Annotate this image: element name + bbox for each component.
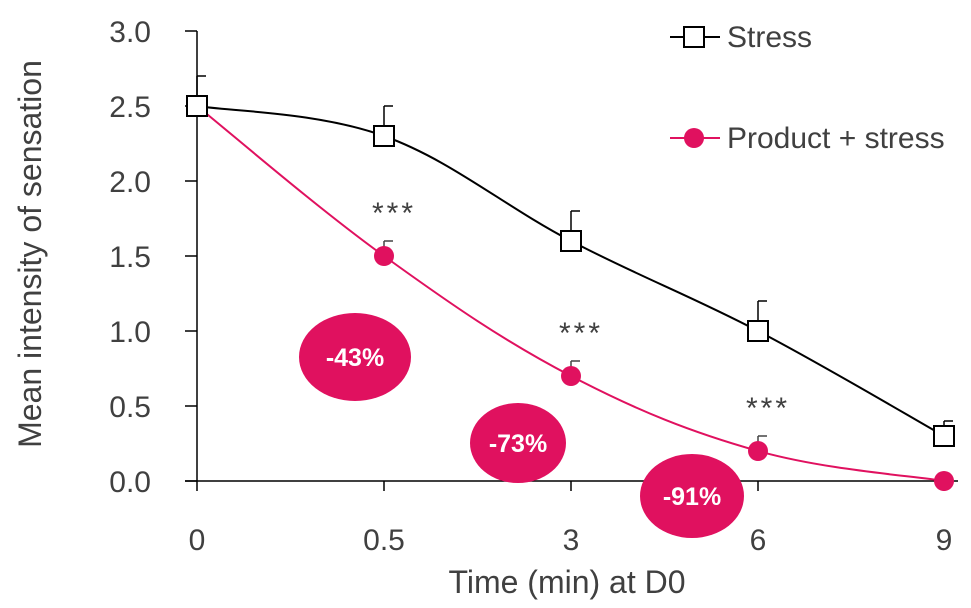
legend-item: Stress (670, 21, 812, 54)
data-point (933, 425, 955, 447)
y-axis-label: Mean intensity of sensation (12, 60, 48, 448)
significance-layer: *** *** *** (372, 197, 790, 425)
series-layer (186, 75, 955, 491)
data-point (748, 441, 768, 461)
data-point (747, 320, 769, 342)
y-tick-label: 0.5 (109, 391, 151, 424)
reduction-badge (299, 313, 411, 401)
series-line (196, 105, 945, 482)
reduction-badge-label: -91% (663, 483, 721, 511)
data-point (560, 230, 582, 252)
data-point (373, 125, 395, 147)
series-line (196, 105, 945, 437)
series-stress (186, 75, 955, 447)
legend-label: Stress (727, 21, 812, 54)
x-tick-label: 9 (936, 524, 953, 557)
legend: Stress Product + stress (670, 21, 945, 155)
reduction-badges: -43% -73% -91% (299, 313, 744, 538)
y-tick-label: 3.0 (109, 16, 151, 49)
data-point (561, 366, 581, 386)
reduction-badge-label: -73% (489, 430, 547, 458)
legend-item: Product + stress (670, 122, 945, 155)
data-point (374, 246, 394, 266)
significance-label: *** (372, 197, 416, 230)
reduction-badge (470, 403, 566, 483)
reduction-badge-label: -43% (326, 344, 384, 372)
series-product-stress (187, 96, 954, 491)
axes: 0.0 0.5 1.0 1.5 2.0 2.5 3.0 0 0.5 3 6 9 (109, 16, 958, 557)
legend-label: Product + stress (727, 122, 945, 155)
x-tick-label: 6 (750, 524, 767, 557)
x-axis-label: Time (min) at D0 (448, 564, 685, 600)
data-point (186, 95, 208, 117)
x-tick-label: 3 (563, 524, 580, 557)
y-tick-label: 0.0 (109, 466, 151, 499)
y-tick-label: 2.0 (109, 166, 151, 199)
y-tick-label: 1.5 (109, 241, 151, 274)
legend-marker (683, 26, 705, 48)
reduction-badge (640, 454, 744, 538)
significance-label: *** (559, 317, 603, 350)
x-tick-label: 0 (189, 524, 206, 557)
legend-marker (684, 128, 704, 148)
y-tick-label: 1.0 (109, 316, 151, 349)
y-tick-label: 2.5 (109, 91, 151, 124)
x-tick-label: 0.5 (363, 524, 405, 557)
significance-label: *** (746, 392, 790, 425)
data-point (934, 471, 954, 491)
